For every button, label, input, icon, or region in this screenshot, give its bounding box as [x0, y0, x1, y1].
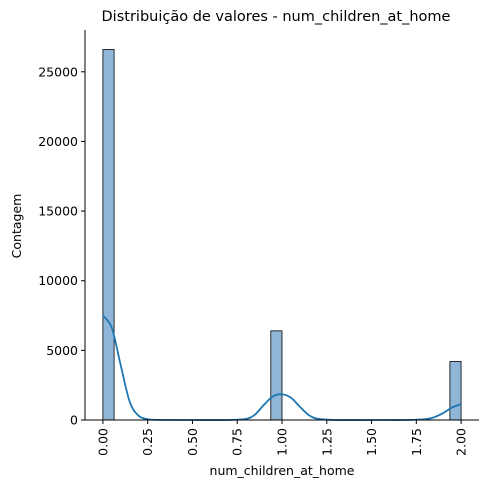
y-tick-label: 10000 [38, 273, 78, 288]
histogram-bars [102, 49, 462, 421]
y-tick-label: 25000 [38, 64, 78, 79]
kde-curve-group [102, 314, 462, 421]
kde-curve [102, 314, 462, 421]
x-tick-label: 0.25 [140, 428, 155, 456]
histogram-bar [449, 361, 462, 421]
x-tick-label: 1.25 [319, 428, 334, 456]
x-tick-label: 1.75 [409, 428, 424, 456]
y-tick-label: 5000 [46, 343, 78, 358]
x-tick-label: 2.00 [454, 428, 469, 456]
y-axis-label: Contagem [9, 194, 24, 259]
x-axis-label: num_children_at_home [210, 463, 355, 478]
y-tick-label: 0 [70, 413, 78, 428]
x-axis-ticks: 0.00 0.25 0.50 0.75 1.00 1.25 1.50 1.75 2.00 [95, 420, 469, 456]
x-tick-label: 0.75 [230, 428, 245, 456]
x-tick-label: 0.50 [185, 428, 200, 456]
x-tick-label: 0.00 [95, 428, 110, 456]
y-tick-label: 20000 [38, 134, 78, 149]
y-axis-ticks: 0 5000 10000 15000 20000 25000 [38, 64, 85, 428]
y-tick-label: 15000 [38, 204, 78, 219]
histogram-bar [270, 330, 283, 421]
x-tick-label: 1.00 [275, 428, 290, 456]
x-tick-label: 1.50 [364, 428, 379, 456]
histogram-bar [102, 49, 115, 421]
chart-title: Distribuição de valores - num_children_a… [102, 9, 451, 25]
